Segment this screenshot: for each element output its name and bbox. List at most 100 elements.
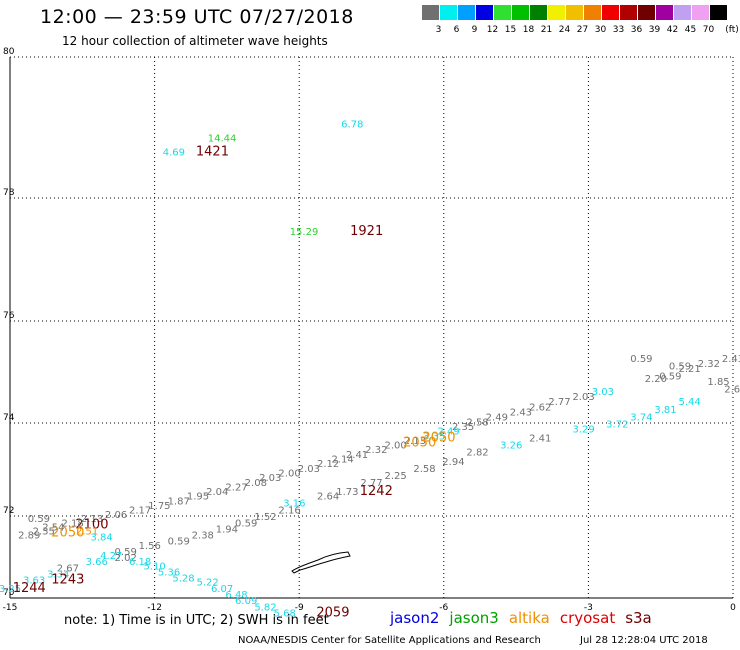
wave-height-label: 2.94 [442,457,464,468]
legend-swatch [674,5,691,20]
wave-height-label: 4.69 [163,148,185,159]
lon-tick-label: -15 [3,603,18,613]
wave-height-label: 2.32 [365,445,387,456]
pass-time-label: 2100 [75,517,108,532]
legend-label: 24 [558,25,571,35]
wave-height-label: 2.41 [529,434,551,445]
wave-height-label: 2.00 [278,468,300,479]
credit-text: NOAA/NESDIS Center for Satellite Applica… [238,635,541,646]
pass-time-label: 2050 [422,431,455,446]
wave-height-label: 2.89 [18,531,40,542]
wave-height-label: 2.77 [360,478,382,489]
satellite-name: cryosat [559,609,616,627]
legend-unit: (ft) [725,25,739,35]
lon-tick-label: -9 [295,603,304,613]
legend-label: 21 [540,25,553,35]
page-title: 12:00 — 23:59 UTC 07/27/2018 [40,6,354,28]
pass-time-label: 1421 [196,145,229,160]
wave-height-label: 2.38 [192,531,214,542]
satellite-name: jason3 [449,609,499,627]
wave-height-label: 3.16 [283,499,305,510]
wave-height-label: 0.59 [235,518,257,529]
legend-swatch [602,5,619,20]
wave-height-label: 2.20 [645,374,667,385]
wave-height-label: 2.17 [129,506,151,517]
wave-height-label: 1.73 [336,487,358,498]
wave-height-label: 0.59 [168,537,190,548]
wave-height-label: 0.59 [630,354,652,365]
wave-height-label: 3.03 [592,387,614,398]
wave-height-label: 2.03 [259,473,281,484]
lat-tick-label: 76 [3,311,15,321]
wave-height-label: 2.03 [572,392,594,403]
wave-height-label: 2.35 [452,422,474,433]
wave-height-label: 1.94 [216,524,238,535]
legend-label: 12 [486,25,499,35]
wave-height-label: 5.22 [196,578,218,589]
wave-height-label: 5.82 [254,602,276,613]
legend-swatch [476,5,493,20]
wave-height-label: 2.82 [466,448,488,459]
pass-time-label: 1921 [350,224,383,239]
legend-swatch [422,5,439,20]
wave-height-label: 2.43 [510,407,532,418]
pass-time-label: 2059 [316,605,349,620]
lat-tick-label: 70 [3,588,15,598]
wave-height-label: 2.62 [529,402,551,413]
wave-height-label: 2.67 [57,563,79,574]
legend-label: 15 [504,25,517,35]
wave-height-label: 2.58 [466,417,488,428]
generation-timestamp: Jul 28 12:28:04 UTC 2018 [580,635,708,646]
legend-label: 18 [522,25,535,35]
wave-height-label: 15.29 [290,227,319,238]
wave-height-label: 1.85 [707,377,729,388]
legend-label: 33 [612,25,625,35]
satellite-name: jason2 [390,609,440,627]
wave-height-label: 2.54 [42,522,64,533]
legend-label: 45 [684,25,697,35]
pass-time-label: 2050 [51,526,84,541]
wave-height-label: 2.13 [404,436,426,447]
pass-time-label: 2050 [403,435,436,450]
wave-height-labels: 6.7814.444.69142115.2919210.590.592.432.… [0,120,740,621]
wave-height-label: 3.35 [423,431,445,442]
lat-tick-label: 72 [3,506,14,516]
wave-height-label: 2.65 [724,384,740,395]
jan-mayen-island [291,551,351,574]
wave-height-label: 2.02 [115,553,137,564]
lon-tick-label: -6 [439,603,448,613]
legend-swatch [584,5,601,20]
wave-height-label: 0.59 [115,547,137,558]
wave-height-label: 1.95 [187,492,209,503]
wave-height-label: 2.21 [678,364,700,375]
wave-height-label: 6.07 [211,584,233,595]
legend-swatch [530,5,547,20]
legend-swatch [548,5,565,20]
wave-height-label: 3.34 [47,570,69,581]
lon-tick-label: 0 [730,603,736,613]
wave-height-label: 5.44 [678,397,700,408]
wave-height-label: 2.03 [298,464,320,475]
pass-time-label: 1244 [13,581,46,596]
wave-height-label: 2.14 [331,455,353,466]
wave-height-label: 3.74 [630,412,652,423]
satellite-key: jason2 jason3 altika cryosat s3a [390,609,662,627]
wave-height-label: 6.48 [225,590,247,601]
pass-time-label: 1243 [51,573,84,588]
legend-label: 3 [435,25,442,35]
wave-height-label: 1.75 [148,501,170,512]
wave-height-label: 0.59 [669,361,691,372]
lon-tick-label: -12 [147,603,162,613]
wave-height-label: 3.29 [572,424,594,435]
legend-swatch [692,5,709,20]
lat-lon-grid [9,56,734,599]
wave-height-label: 2.49 [437,427,459,438]
legend-label: 27 [576,25,589,35]
wave-height-label: 2.18 [62,518,84,529]
wave-height-label: 2.06 [105,510,127,521]
wave-height-label: 3.81 [654,405,676,416]
wave-height-label: 2.64 [317,492,339,503]
legend-swatch [566,5,583,20]
wave-height-label: 2.27 [225,482,247,493]
wave-height-label: 3.72 [606,420,628,431]
